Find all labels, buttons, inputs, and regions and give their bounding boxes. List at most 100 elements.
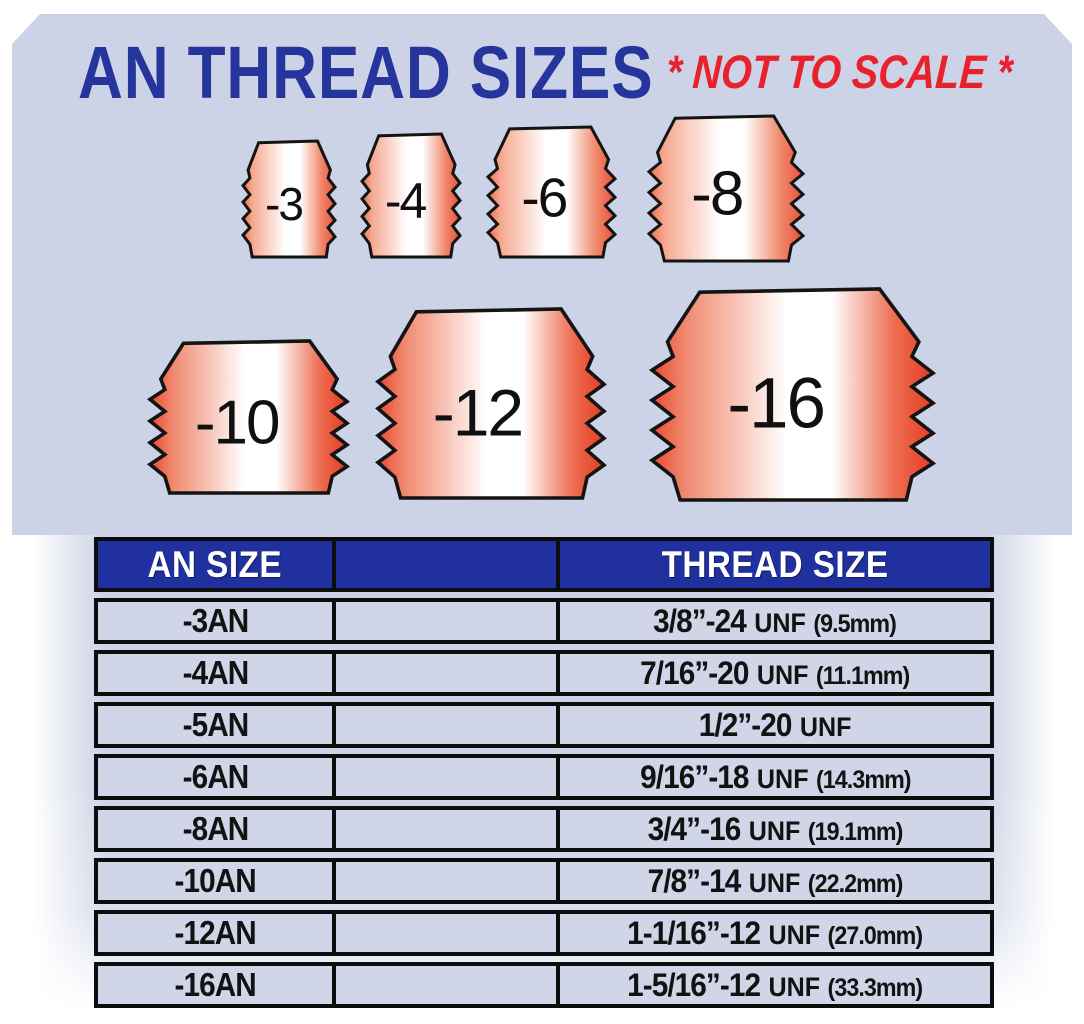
fitting-shape-icon <box>241 139 337 259</box>
header-cell-thread-size: THREAD SIZE <box>560 541 990 588</box>
an-size-cell: -16AN <box>98 966 337 1004</box>
thread-size-cell: 1-1/16”-12 UNF (27.0mm) <box>560 914 990 952</box>
fitting-3: -3 <box>241 139 337 259</box>
thread-spec: 1/2”-20 <box>698 706 793 743</box>
thread-unf: UNF <box>756 763 809 794</box>
thread-mm: (19.1mm) <box>807 817 904 846</box>
thread-mm: (9.5mm) <box>813 609 898 638</box>
thread-size-cell: 7/16”-20 UNF (11.1mm) <box>560 654 990 692</box>
thread-mm: (27.0mm) <box>827 921 924 950</box>
fitting-shape-icon <box>485 125 618 259</box>
an-size-value: -10AN <box>174 862 256 899</box>
header-cell-empty <box>336 541 561 588</box>
thread-spec: 1-5/16”-12 <box>627 966 761 1003</box>
not-to-scale-note: * NOT TO SCALE * <box>664 45 1014 98</box>
thread-unf: UNF <box>768 919 821 950</box>
thread-size-value: 3/8”-24 UNF (9.5mm) <box>653 602 898 640</box>
thread-size-value: 1/2”-20 UNF <box>699 707 852 744</box>
thread-spec: 3/8”-24 <box>653 602 748 639</box>
thread-unf: UNF <box>757 659 809 690</box>
table-row: -10AN 7/8”-14 UNF (22.2mm) <box>94 858 994 904</box>
thread-unf: UNF <box>754 607 807 638</box>
thread-mm: (22.2mm) <box>807 869 904 898</box>
thread-mm: (14.3mm) <box>815 765 912 794</box>
thread-size-value: 7/16”-20 UNF (11.1mm) <box>640 654 910 692</box>
an-size-table: AN SIZE THREAD SIZE -3AN 3/8”-24 UNF (9.… <box>94 537 994 1008</box>
empty-cell <box>336 602 561 640</box>
fitting-4: -4 <box>360 132 462 259</box>
fitting-label: -16 <box>727 364 826 444</box>
thread-mm: (33.3mm) <box>827 973 924 1002</box>
an-size-cell: -4AN <box>98 654 337 692</box>
table-row: -3AN 3/8”-24 UNF (9.5mm) <box>94 598 994 644</box>
fitting-10: -10 <box>146 339 351 495</box>
fitting-8: -8 <box>646 114 806 263</box>
empty-cell <box>336 758 561 796</box>
an-size-value: -4AN <box>182 654 249 691</box>
empty-cell <box>336 914 561 952</box>
page-title: AN THREAD SIZES <box>78 31 654 114</box>
table-row: -4AN 7/16”-20 UNF (11.1mm) <box>94 650 994 696</box>
thread-size-cell: 1/2”-20 UNF <box>560 706 990 744</box>
header-cell-an-size: AN SIZE <box>98 541 337 588</box>
empty-cell <box>336 810 561 848</box>
header-label-an-size: AN SIZE <box>147 543 283 585</box>
fitting-shape-icon <box>646 114 806 263</box>
an-size-cell: -8AN <box>98 810 337 848</box>
table-header-row: AN SIZE THREAD SIZE <box>94 537 994 592</box>
fitting-16: -16 <box>648 287 937 502</box>
table-row: -16AN 1-5/16”-12 UNF (33.3mm) <box>94 962 994 1008</box>
thread-size-value: 3/4”-16 UNF (19.1mm) <box>647 810 904 848</box>
thread-size-cell: 3/4”-16 UNF (19.1mm) <box>560 810 990 848</box>
thread-spec: 9/16”-18 <box>639 758 749 795</box>
fitting-label: -6 <box>521 166 568 229</box>
thread-size-cell: 3/8”-24 UNF (9.5mm) <box>560 602 990 640</box>
header-label-thread-size: THREAD SIZE <box>661 543 889 585</box>
thread-unf: UNF <box>799 711 852 742</box>
fitting-shape-icon <box>360 132 462 259</box>
fitting-12: -12 <box>375 307 607 500</box>
empty-cell <box>336 862 561 900</box>
thread-spec: 1-1/16”-12 <box>627 914 761 951</box>
an-size-value: -6AN <box>182 758 249 795</box>
thread-unf: UNF <box>768 971 821 1002</box>
table-row: -6AN 9/16”-18 UNF (14.3mm) <box>94 754 994 800</box>
thread-spec: 7/16”-20 <box>640 654 749 691</box>
table-row: -12AN 1-1/16”-12 UNF (27.0mm) <box>94 910 994 956</box>
fitting-label: -10 <box>194 388 281 458</box>
an-size-cell: -5AN <box>98 706 337 744</box>
an-size-value: -5AN <box>182 706 249 743</box>
thread-spec: 7/8”-14 <box>647 862 742 899</box>
fitting-label: -3 <box>265 178 304 231</box>
fitting-shape-icon <box>146 339 351 495</box>
thread-size-cell: 1-5/16”-12 UNF (33.3mm) <box>560 966 990 1004</box>
fitting-6: -6 <box>485 125 618 259</box>
an-size-value: -3AN <box>182 602 249 639</box>
thread-size-value: 7/8”-14 UNF (22.2mm) <box>647 862 904 900</box>
an-size-cell: -10AN <box>98 862 337 900</box>
an-size-cell: -12AN <box>98 914 337 952</box>
empty-cell <box>336 706 561 744</box>
fitting-label: -8 <box>691 159 744 229</box>
thread-unf: UNF <box>748 867 801 898</box>
fitting-label: -4 <box>384 172 427 229</box>
an-size-value: -8AN <box>182 810 249 847</box>
thread-size-value: 1-1/16”-12 UNF (27.0mm) <box>627 914 924 952</box>
thread-size-value: 1-5/16”-12 UNF (33.3mm) <box>627 966 924 1004</box>
empty-cell <box>336 966 561 1004</box>
fitting-shape-icon <box>375 307 607 500</box>
fitting-label: -12 <box>432 375 524 450</box>
fitting-shape-icon <box>648 287 937 502</box>
an-size-value: -12AN <box>174 914 256 951</box>
an-size-cell: -3AN <box>98 602 337 640</box>
thread-size-value: 9/16”-18 UNF (14.3mm) <box>639 758 912 796</box>
table-row: -8AN 3/4”-16 UNF (19.1mm) <box>94 806 994 852</box>
thread-size-cell: 7/8”-14 UNF (22.2mm) <box>560 862 990 900</box>
an-size-cell: -6AN <box>98 758 337 796</box>
thread-spec: 3/4”-16 <box>647 810 742 847</box>
thread-size-cell: 9/16”-18 UNF (14.3mm) <box>560 758 990 796</box>
table-row: -5AN 1/2”-20 UNF <box>94 702 994 748</box>
empty-cell <box>336 654 561 692</box>
thread-unf: UNF <box>748 815 801 846</box>
